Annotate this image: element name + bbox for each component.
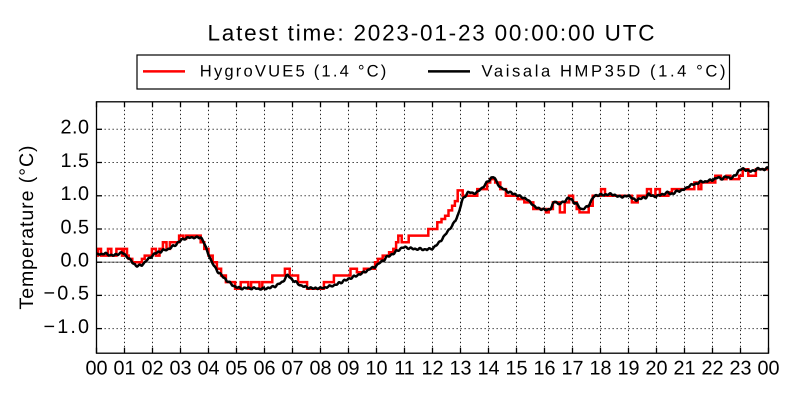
svg-text:Latest time: 2023-01-23 00:00:: Latest time: 2023-01-23 00:00:00 UTC: [208, 21, 655, 46]
svg-text:01: 01: [113, 358, 135, 380]
svg-text:14: 14: [477, 358, 499, 380]
svg-text:00: 00: [85, 358, 107, 380]
svg-text:16: 16: [533, 358, 555, 380]
svg-text:07: 07: [281, 358, 303, 380]
svg-text:13: 13: [449, 358, 471, 380]
svg-text:08: 08: [309, 358, 331, 380]
svg-text:03: 03: [169, 358, 191, 380]
svg-text:0.5: 0.5: [61, 216, 90, 238]
svg-text:02: 02: [141, 358, 163, 380]
svg-text:0.0: 0.0: [61, 250, 90, 272]
svg-text:10: 10: [365, 358, 387, 380]
svg-text:23: 23: [729, 358, 751, 380]
svg-text:2.0: 2.0: [61, 117, 90, 139]
svg-text:06: 06: [253, 358, 275, 380]
svg-text:1.5: 1.5: [61, 150, 90, 172]
svg-text:20: 20: [645, 358, 667, 380]
svg-text:−0.5: −0.5: [44, 283, 90, 305]
svg-text:15: 15: [505, 358, 527, 380]
svg-text:−1.0: −1.0: [44, 316, 90, 338]
svg-text:17: 17: [561, 358, 583, 380]
svg-text:09: 09: [337, 358, 359, 380]
svg-text:12: 12: [421, 358, 443, 380]
svg-text:18: 18: [589, 358, 611, 380]
svg-text:21: 21: [673, 358, 695, 380]
svg-text:22: 22: [701, 358, 723, 380]
svg-text:05: 05: [225, 358, 247, 380]
svg-text:11: 11: [394, 358, 415, 380]
svg-text:1.0: 1.0: [61, 183, 90, 205]
svg-text:00: 00: [757, 358, 779, 380]
svg-text:HygroVUE5 (1.4 °C): HygroVUE5 (1.4 °C): [200, 62, 386, 81]
svg-text:Temperature (°C): Temperature (°C): [16, 146, 38, 310]
svg-text:04: 04: [197, 358, 219, 380]
svg-text:19: 19: [617, 358, 639, 380]
